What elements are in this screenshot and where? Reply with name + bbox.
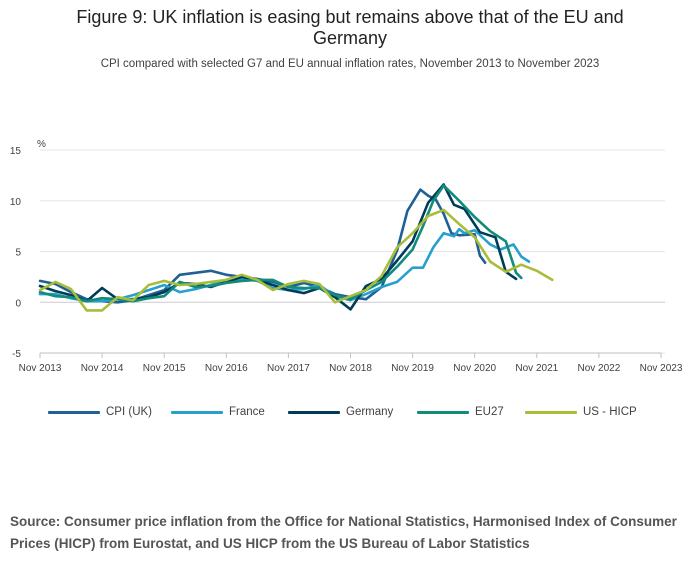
y-tick-label: 15 [10, 146, 22, 157]
legend-label: France [229, 406, 265, 418]
legend-swatch [417, 410, 469, 414]
legend-item-germany[interactable]: Germany [288, 406, 393, 418]
x-tick-label: Nov 2022 [577, 363, 620, 374]
x-tick-label: Nov 2016 [205, 363, 248, 374]
legend-swatch [171, 410, 223, 414]
x-tick-label: Nov 2014 [81, 363, 124, 374]
series-line-germany [38, 183, 518, 311]
x-tick-label: Nov 2013 [19, 363, 62, 374]
legend-label: EU27 [475, 406, 504, 418]
source-note: Source: Consumer price inflation from th… [10, 514, 677, 551]
legend-item-cpi-uk[interactable]: CPI (UK) [48, 406, 152, 418]
x-tick-label: Nov 2020 [453, 363, 496, 374]
legend-item-eu27[interactable]: EU27 [417, 406, 504, 418]
legend-swatch [288, 410, 340, 414]
x-tick-label: Nov 2021 [515, 363, 558, 374]
x-tick-label: Nov 2017 [267, 363, 310, 374]
legend-label: CPI (UK) [106, 406, 152, 418]
x-tick-label: Nov 2019 [391, 363, 434, 374]
chart-subtitle: CPI compared with selected G7 and EU ann… [100, 58, 600, 70]
y-tick-label: 5 [15, 248, 21, 259]
y-tick-label: 10 [10, 197, 22, 208]
series-line-france [38, 227, 531, 303]
series-line-eu27 [38, 184, 523, 303]
legend-item-us-hicp[interactable]: US - HICP [525, 406, 637, 418]
y-tick-label: 0 [15, 298, 21, 309]
legend-item-france[interactable]: France [171, 406, 265, 418]
x-tick-label: Nov 2023 [640, 363, 683, 374]
legend-label: Germany [346, 406, 394, 418]
line-chart: -5 0 5 10 15% Nov 2013 Nov 2014 Nov 2015 Nov 201… [10, 139, 683, 374]
legend-swatch [48, 410, 100, 414]
x-tick-label: Nov 2015 [143, 363, 186, 374]
chart-legend: CPI (UK) France Germany EU27 US - HICP [0, 406, 700, 426]
series-line-us-hicp [38, 208, 554, 312]
legend-label: US - HICP [583, 406, 637, 418]
series-line-cpi-uk [38, 188, 487, 304]
y-axis-unit-label: % [37, 139, 46, 150]
x-tick-label: Nov 2018 [329, 363, 372, 374]
y-tick-label: -5 [12, 349, 21, 360]
chart-title: Figure 9: UK inflation is easing but rem… [76, 7, 624, 48]
legend-swatch [525, 410, 577, 414]
